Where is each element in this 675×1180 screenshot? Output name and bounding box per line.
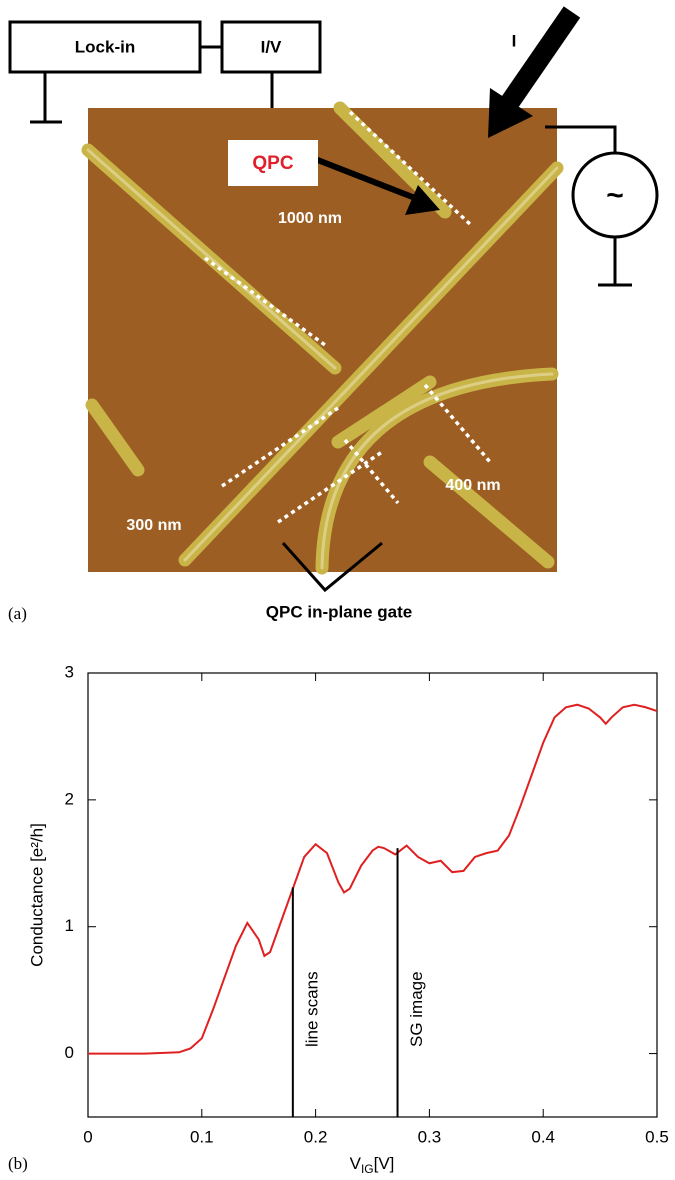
x-tick-label: 0.2: [304, 1127, 328, 1146]
panel-a: Lock-in I/V I QPC 1000 nm 400 nm 300 nm …: [8, 12, 657, 623]
x-tick-label: 0.1: [190, 1127, 214, 1146]
source-symbol: ~: [606, 179, 624, 212]
y-tick-label: 3: [65, 662, 74, 681]
x-tick-label: 0.4: [531, 1127, 555, 1146]
y-tick-label: 1: [65, 916, 74, 935]
panel-label: (b): [8, 1154, 28, 1173]
panel-label: (a): [8, 604, 27, 623]
x-tick-label: 0.3: [418, 1127, 442, 1146]
x-label-sub: IG: [361, 1162, 374, 1176]
scale-label: 400 nm: [445, 477, 500, 494]
x-label-unit: [V]: [374, 1154, 395, 1173]
y-tick-label: 2: [65, 789, 74, 808]
qpc-label: QPC: [252, 153, 293, 174]
y-tick-label: 0: [65, 1043, 74, 1062]
gate-label: QPC in-plane gate: [266, 602, 412, 621]
x-axis-label: VIG[V]: [350, 1154, 395, 1176]
x-label-main: V: [350, 1154, 362, 1173]
x-tick-label: 0: [83, 1127, 92, 1146]
figure: Lock-in I/V I QPC 1000 nm 400 nm 300 nm …: [0, 0, 675, 1180]
annotation-label: line scans: [302, 971, 321, 1047]
scale-label: 1000 nm: [278, 210, 342, 227]
x-tick-label: 0.5: [645, 1127, 669, 1146]
iv-label: I/V: [261, 37, 282, 56]
annotation-label: SG image: [407, 971, 426, 1047]
current-label: I: [512, 31, 517, 50]
current-arrow: [510, 12, 572, 102]
plot-frame: [88, 673, 657, 1117]
y-axis-label: Conductance [e²/h]: [27, 823, 46, 967]
lock-in-label: Lock-in: [75, 37, 135, 56]
data-line: [88, 705, 657, 1054]
scale-label: 300 nm: [126, 517, 181, 534]
